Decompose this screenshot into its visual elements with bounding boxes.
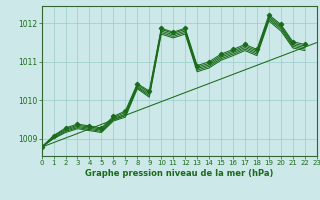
X-axis label: Graphe pression niveau de la mer (hPa): Graphe pression niveau de la mer (hPa) <box>85 169 273 178</box>
